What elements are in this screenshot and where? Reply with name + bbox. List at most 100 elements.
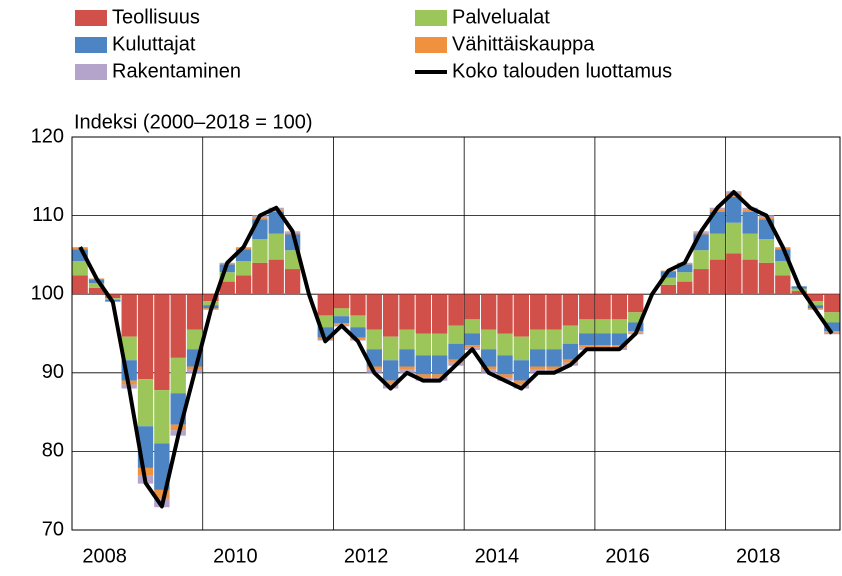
bar-segment: [333, 316, 350, 324]
bar-segment: [562, 343, 579, 360]
x-tick-label: 2008: [82, 545, 127, 567]
bar-segment: [350, 327, 366, 338]
legend-label: Vähittäiskauppa: [452, 33, 595, 55]
bar-segment: [137, 294, 154, 380]
bar-segment: [579, 333, 595, 346]
bar-segment: [382, 336, 399, 361]
bar-segment: [709, 211, 726, 234]
bar-segment: [677, 264, 693, 273]
bar-segment: [154, 489, 170, 499]
bar-segment: [693, 250, 709, 270]
bar-segment: [530, 366, 546, 370]
bar-segment: [660, 277, 677, 285]
bar-segment: [726, 222, 742, 254]
legend-swatch: [75, 37, 107, 53]
bar-segment: [186, 294, 203, 330]
x-tick-label: 2012: [344, 545, 389, 567]
bar-segment: [431, 374, 448, 378]
bar-segment: [317, 327, 333, 338]
bar-segment: [105, 294, 121, 299]
bar-segment: [333, 308, 350, 317]
bar-segment: [448, 343, 464, 360]
bar-segment: [464, 333, 481, 346]
bar-segment: [415, 355, 431, 375]
bar-segment: [415, 333, 431, 356]
bar-segment: [72, 275, 88, 295]
bar-segment: [154, 390, 170, 444]
bar-segment: [660, 271, 677, 278]
plot-border: [71, 136, 841, 531]
y-tick-label: 90: [42, 361, 64, 383]
bar-segment: [546, 294, 562, 330]
bar-segment: [628, 312, 644, 323]
bar-segment: [693, 269, 709, 295]
bar-segment: [464, 294, 481, 320]
bar-segment: [726, 196, 742, 223]
bar-segment: [399, 329, 415, 350]
bar-segment: [235, 275, 252, 295]
bar-segment: [415, 294, 431, 334]
bar-segment: [170, 294, 186, 358]
bar-segment: [742, 211, 758, 234]
bar-segment: [350, 337, 366, 340]
bar-segment: [497, 374, 513, 378]
x-tick-label: 2010: [213, 545, 258, 567]
bar-segment: [448, 359, 464, 363]
bar-segment: [431, 333, 448, 356]
bar-segment: [268, 259, 284, 295]
y-axis-label: Indeksi (2000–2018 = 100): [74, 111, 313, 133]
bar-segment: [252, 239, 268, 263]
bar-segment: [595, 333, 611, 346]
bar-segment: [219, 281, 235, 295]
bar-segment: [742, 209, 758, 212]
x-tick-label: 2016: [605, 545, 650, 567]
bar-segment: [366, 329, 382, 350]
bar-segment: [382, 380, 399, 385]
legend-label: Koko talouden luottamus: [452, 60, 672, 82]
bar-segment: [317, 294, 333, 316]
bar-segment: [350, 315, 366, 328]
bar-segment: [530, 349, 546, 367]
bar-segment: [546, 366, 562, 370]
bar-segment: [579, 294, 595, 320]
y-tick-label: 120: [31, 125, 64, 147]
bar-segment: [497, 333, 513, 356]
bar-segment: [219, 272, 235, 282]
bar-segment: [579, 345, 595, 348]
x-tick-label: 2018: [736, 545, 781, 567]
legend-swatch: [415, 10, 447, 26]
bar-segment: [628, 322, 644, 332]
bar-segment: [562, 325, 579, 344]
bar-segment: [431, 355, 448, 375]
bar-segment: [481, 329, 497, 350]
bar-segment: [170, 357, 186, 394]
bar-segment: [399, 366, 415, 370]
bar-segment: [186, 329, 203, 350]
bar-segment: [88, 283, 105, 288]
bar-segment: [546, 349, 562, 367]
bar-segment: [562, 294, 579, 326]
x-tick-label: 2014: [475, 545, 520, 567]
bar-segment: [72, 249, 88, 262]
bar-segment: [611, 294, 628, 320]
bar-segment: [513, 336, 530, 361]
legend-label: Palvelualat: [452, 6, 550, 28]
bar-segment: [382, 360, 399, 381]
bar-segment: [137, 379, 154, 427]
bar-segment: [317, 315, 333, 328]
legend-label: Rakentaminen: [112, 60, 241, 82]
bar-segment: [235, 261, 252, 276]
bar-segment: [481, 366, 497, 370]
bar-segment: [481, 294, 497, 330]
bar-segment: [399, 294, 415, 330]
bar-segment: [448, 294, 464, 326]
bar-segment: [758, 239, 775, 263]
bar-segment: [579, 319, 595, 334]
bar-segment: [88, 287, 105, 295]
y-tick-label: 80: [42, 440, 64, 462]
bar-segment: [677, 272, 693, 282]
bar-segment: [726, 193, 742, 197]
bar-segment: [611, 333, 628, 346]
bar-segment: [611, 319, 628, 334]
legend-swatch: [75, 10, 107, 26]
